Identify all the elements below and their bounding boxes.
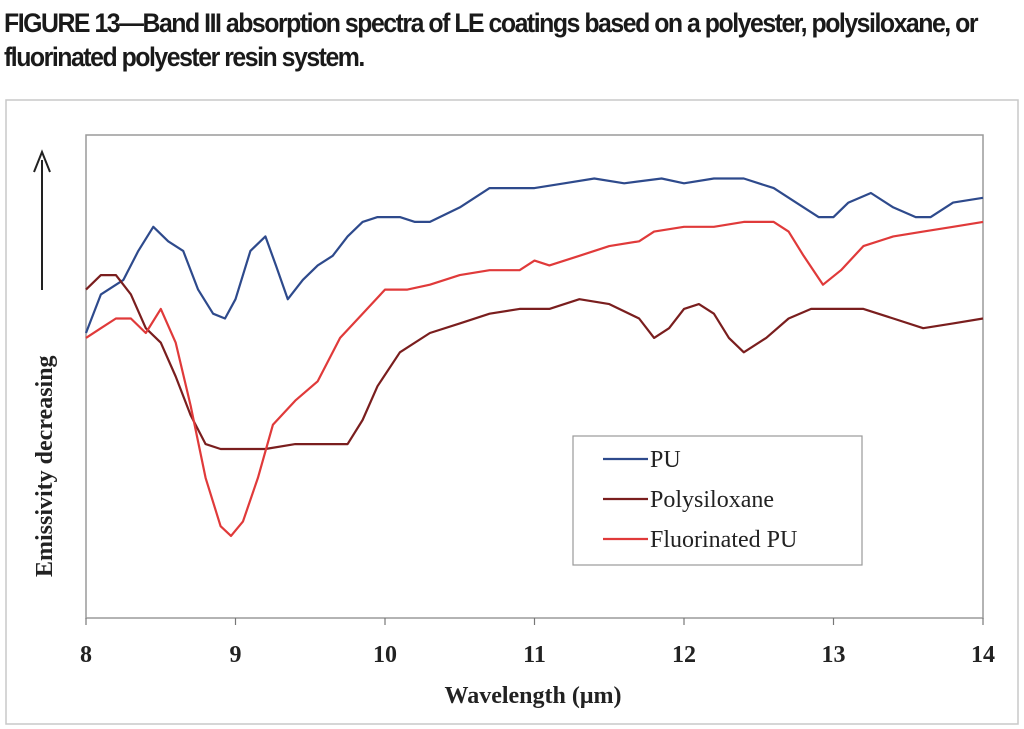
series-line-fluorinated-pu [85, 220, 984, 538]
legend: PU Polysiloxane Fluorinated PU [572, 435, 863, 566]
x-tick-label: 12 [672, 642, 696, 668]
legend-label: Fluorinated PU [650, 527, 797, 553]
series-layer [84, 177, 984, 538]
series-line-polysiloxane [85, 274, 984, 451]
figure-caption: FIGURE 13—Band III absorption spectra of… [4, 6, 979, 74]
x-tick-label: 11 [523, 642, 546, 668]
y-axis-title: Emissivity decreasing [32, 355, 58, 577]
x-axis-title: Wavelength (μm) [445, 683, 622, 709]
legend-label: Polysiloxane [650, 487, 774, 513]
x-tick-label: 10 [373, 642, 397, 668]
caption-line-1: FIGURE 13—Band III absorption spectra of… [4, 8, 979, 38]
x-tick-label: 8 [80, 642, 92, 668]
caption-line-2: fluorinated polyester resin system. [4, 42, 365, 72]
legend-box [572, 435, 863, 566]
x-tick-label: 14 [971, 642, 995, 668]
series-line-pu [84, 177, 984, 334]
y-axis-arrow-head [33, 149, 51, 173]
x-tick-label: 9 [230, 642, 242, 668]
y-axis-title-group: Emissivity decreasing [32, 149, 58, 577]
x-axis-ticks: 8 9 10 11 12 13 14 [80, 618, 995, 668]
legend-label: PU [650, 447, 681, 473]
x-tick-label: 13 [822, 642, 846, 668]
